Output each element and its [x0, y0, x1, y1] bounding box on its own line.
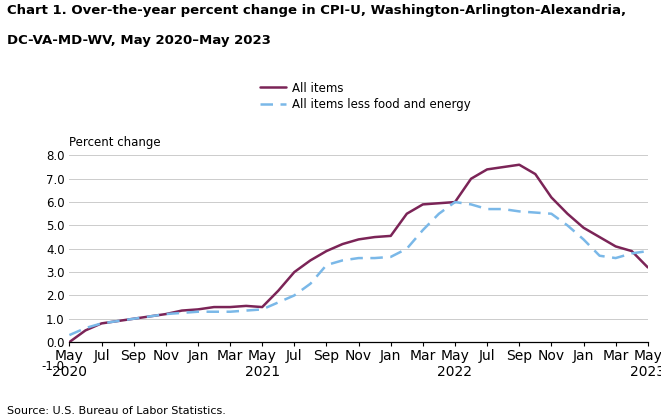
All items: [580, 225, 588, 230]
Legend: All items, All items less food and energy: All items, All items less food and energ…: [260, 81, 471, 111]
All items less food and energy: [451, 200, 459, 205]
All items: [162, 312, 170, 317]
All items less food and energy: [162, 312, 170, 317]
All items: [274, 288, 282, 293]
All items: [563, 211, 571, 216]
All items less food and energy: [65, 333, 73, 338]
All items: [178, 308, 186, 313]
All items less food and energy: [419, 228, 427, 233]
All items: [451, 200, 459, 205]
All items less food and energy: [307, 281, 315, 286]
All items: [226, 304, 234, 310]
All items: [81, 328, 89, 333]
All items: [483, 167, 491, 172]
All items: [387, 234, 395, 239]
All items less food and energy: [563, 223, 571, 228]
All items less food and energy: [387, 255, 395, 260]
All items less food and energy: [226, 309, 234, 314]
All items less food and energy: [371, 255, 379, 260]
Text: DC-VA-MD-WV, May 2020–May 2023: DC-VA-MD-WV, May 2020–May 2023: [7, 34, 270, 47]
All items: [323, 249, 330, 254]
All items: [628, 249, 636, 254]
All items: [98, 321, 106, 326]
All items: [354, 237, 362, 242]
All items: [644, 265, 652, 270]
All items less food and energy: [467, 202, 475, 207]
All items less food and energy: [499, 207, 507, 212]
Text: Chart 1. Over-the-year percent change in CPI-U, Washington-Arlington-Alexandria,: Chart 1. Over-the-year percent change in…: [7, 4, 626, 17]
All items less food and energy: [210, 309, 218, 314]
All items less food and energy: [628, 251, 636, 256]
Line: All items: All items: [69, 165, 648, 342]
All items: [242, 303, 250, 308]
All items: [499, 165, 507, 170]
All items: [547, 195, 555, 200]
All items less food and energy: [290, 293, 298, 298]
All items: [611, 244, 619, 249]
All items less food and energy: [580, 237, 588, 242]
All items: [435, 201, 443, 206]
All items: [531, 171, 539, 176]
All items: [210, 304, 218, 310]
All items: [258, 304, 266, 310]
All items less food and energy: [178, 310, 186, 315]
All items less food and energy: [547, 211, 555, 216]
All items: [65, 339, 73, 344]
All items less food and energy: [338, 258, 346, 263]
All items: [307, 258, 315, 263]
All items: [596, 234, 603, 239]
All items less food and energy: [644, 249, 652, 254]
All items less food and energy: [354, 255, 362, 260]
All items less food and energy: [531, 210, 539, 215]
All items less food and energy: [81, 326, 89, 331]
All items less food and energy: [435, 211, 443, 216]
All items less food and energy: [596, 253, 603, 258]
All items: [467, 176, 475, 181]
All items: [194, 307, 202, 312]
All items less food and energy: [611, 255, 619, 260]
All items less food and energy: [146, 314, 154, 319]
All items: [290, 270, 298, 275]
Line: All items less food and energy: All items less food and energy: [69, 202, 648, 335]
All items: [516, 162, 524, 167]
Text: Source: U.S. Bureau of Labor Statistics.: Source: U.S. Bureau of Labor Statistics.: [7, 406, 225, 416]
All items: [403, 211, 410, 216]
All items less food and energy: [483, 207, 491, 212]
All items less food and energy: [130, 316, 137, 321]
All items: [371, 234, 379, 239]
All items less food and energy: [98, 321, 106, 326]
All items less food and energy: [258, 307, 266, 312]
All items less food and energy: [516, 209, 524, 214]
All items less food and energy: [323, 262, 330, 268]
All items less food and energy: [114, 318, 122, 323]
All items: [114, 318, 122, 323]
All items: [146, 314, 154, 319]
All items: [419, 202, 427, 207]
All items less food and energy: [242, 308, 250, 313]
Text: Percent change: Percent change: [69, 136, 161, 149]
All items: [338, 241, 346, 247]
All items less food and energy: [403, 246, 410, 251]
All items less food and energy: [194, 309, 202, 314]
All items: [130, 316, 137, 321]
All items less food and energy: [274, 300, 282, 305]
